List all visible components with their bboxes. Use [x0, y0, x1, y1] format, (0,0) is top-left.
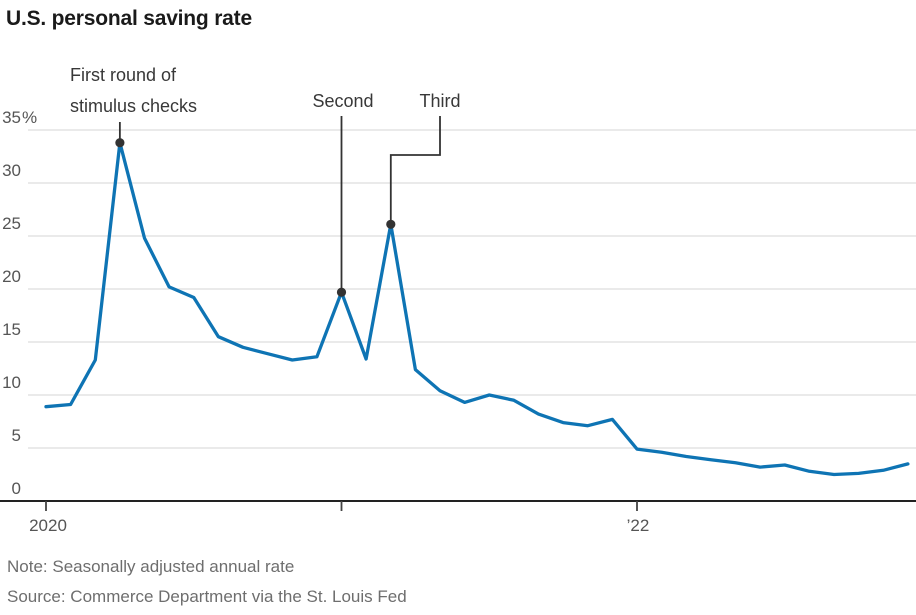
- y-axis-unit-label: %: [22, 108, 37, 127]
- y-axis-tick-label: 5: [12, 426, 21, 445]
- annotation-dot-second: [336, 287, 347, 297]
- x-axis-label-22: ’22: [626, 516, 650, 535]
- annotation-dot-third: [386, 219, 396, 229]
- leader-line-third: [389, 116, 441, 225]
- y-axis-tick-label: 20: [2, 267, 21, 286]
- y-axis-tick-label: 10: [2, 373, 21, 392]
- annotation-first-round-line2: stimulus checks: [70, 96, 198, 116]
- annotation-first-round: First round of stimulus checks: [70, 60, 197, 122]
- annotation-second: Second: [312, 91, 374, 111]
- x-axis-label-2020: 2020: [29, 516, 67, 535]
- chart-title: U.S. personal saving rate: [6, 7, 252, 30]
- y-axis-tick-label: 15: [2, 320, 21, 339]
- y-axis-tick-label: 0: [12, 479, 21, 498]
- y-axis-tick-label: 35: [2, 108, 21, 127]
- chart-source: Source: Commerce Department via the St. …: [7, 587, 407, 606]
- annotation-third: Third: [419, 91, 461, 111]
- y-axis-tick-label: 25: [2, 214, 21, 233]
- annotation-first-round-line1: First round of: [70, 65, 177, 85]
- annotation-dot-first: [115, 138, 125, 148]
- y-axis-tick-label: 30: [2, 161, 21, 180]
- chart-note: Note: Seasonally adjusted annual rate: [7, 557, 295, 576]
- saving-rate-line: [44, 141, 910, 477]
